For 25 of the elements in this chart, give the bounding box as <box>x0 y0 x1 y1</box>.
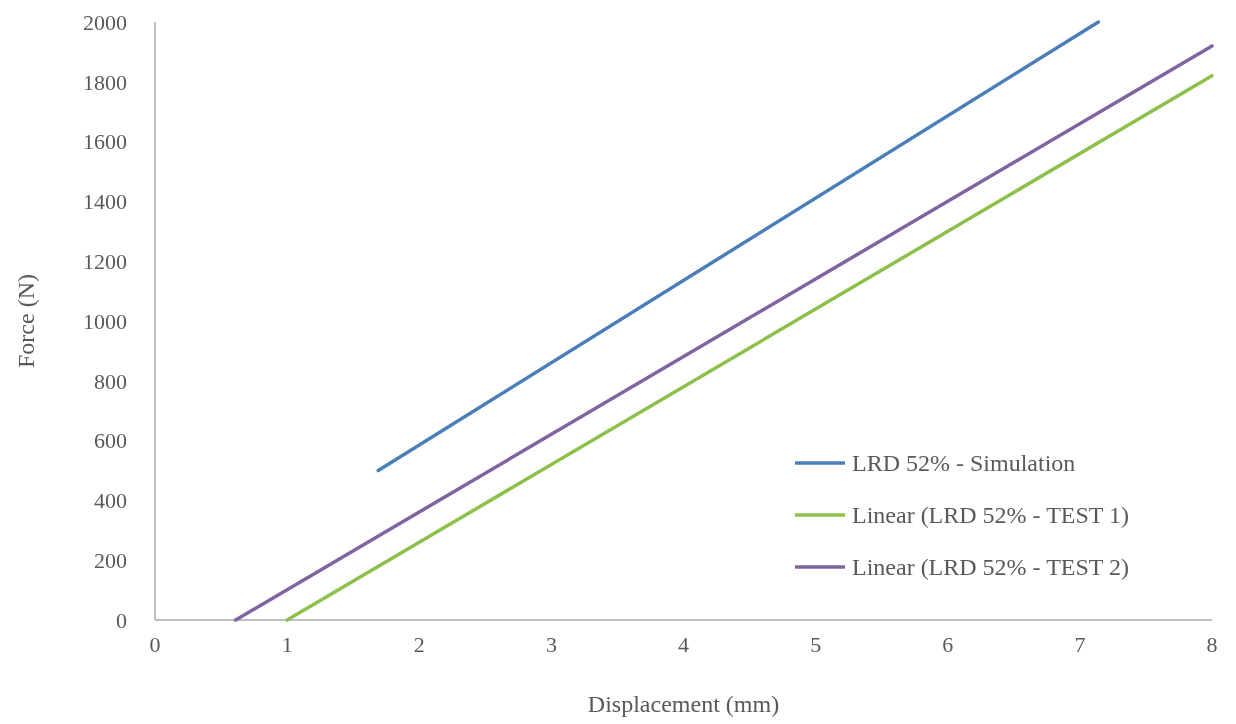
y-tick-label: 600 <box>94 428 127 454</box>
x-axis-title: Displacement (mm) <box>587 691 780 717</box>
x-tick-label: 6 <box>942 632 954 657</box>
x-tick-label: 7 <box>1074 632 1086 657</box>
y-tick-label: 1400 <box>83 189 127 215</box>
x-tick-label: 5 <box>810 632 822 657</box>
x-tick-label: 4 <box>678 632 689 657</box>
legend-label: Linear (LRD 52% - TEST 1) <box>852 502 1130 529</box>
legend-label: LRD 52% - Simulation <box>852 450 1076 477</box>
legend-label: Linear (LRD 52% - TEST 2) <box>852 554 1130 581</box>
y-tick-label: 200 <box>94 547 127 573</box>
x-tick-label: 2 <box>413 632 425 657</box>
x-tick-label: 3 <box>545 632 557 657</box>
y-tick-label: 400 <box>94 488 127 514</box>
y-tick-label: 1600 <box>83 129 127 155</box>
y-tick-label: 1000 <box>83 308 127 334</box>
x-tick-label: 0 <box>149 632 161 657</box>
x-tick-label: 8 <box>1206 632 1218 657</box>
y-tick-label: 800 <box>94 368 127 394</box>
y-axis-title: Force (N) <box>13 274 39 368</box>
y-tick-label: 1800 <box>83 69 127 95</box>
y-tick-label: 2000 <box>83 9 127 35</box>
y-tick-label: 0 <box>116 607 127 633</box>
y-tick-label: 1200 <box>83 248 127 274</box>
x-tick-label: 1 <box>281 632 293 657</box>
